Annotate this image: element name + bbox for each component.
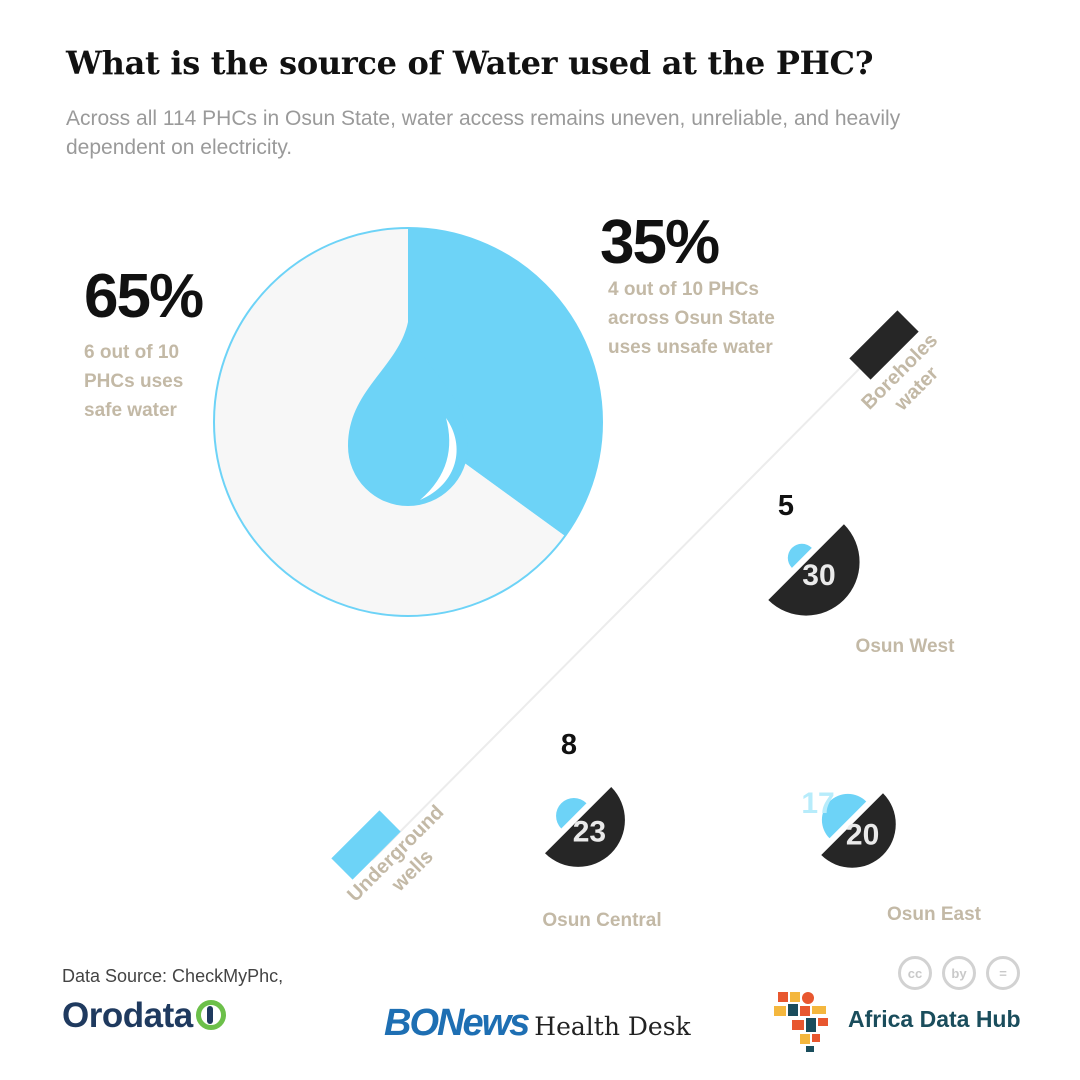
africa-data-hub-text: Africa Data Hub xyxy=(848,1006,1021,1032)
zone-pies: 30 5 Osun West 23 8 Osun Central 20 17 Osun East xyxy=(542,490,981,931)
zone-wells-value: 5 xyxy=(778,490,794,522)
zone-wells-half xyxy=(821,793,867,839)
zone-pie-osun-east: 20 17 Osun East xyxy=(801,787,981,925)
unsafe-percentage: 35% xyxy=(600,208,720,277)
page-subtitle: Across all 114 PHCs in Osun State, water… xyxy=(66,107,901,159)
zone-boreholes-half xyxy=(768,524,860,616)
bonews-logo-text: BONews xyxy=(384,1002,530,1044)
orodata-logo-text: Orodata xyxy=(62,996,193,1035)
zone-wells-half xyxy=(787,543,812,568)
data-source: Data Source: CheckMyPhc, xyxy=(62,966,284,986)
zone-wells-value: 8 xyxy=(561,729,577,761)
safe-percentage: 65% xyxy=(84,262,204,331)
pie-slice-unsafe-water xyxy=(408,228,602,537)
legend-swatch-wells xyxy=(331,810,401,880)
zone-pie-osun-central: 23 8 Osun Central xyxy=(542,729,661,931)
zone-wells-value: 17 xyxy=(801,787,834,820)
zone-label: Osun West xyxy=(856,636,956,657)
health-desk-text: Health Desk xyxy=(534,1012,691,1041)
connector-line xyxy=(371,349,879,861)
orodata-logo: Orodata xyxy=(62,996,226,1036)
orodata-logo-mark xyxy=(195,1000,226,1030)
zone-pie-osun-west: 30 5 Osun West xyxy=(768,490,955,657)
zone-boreholes-value: 20 xyxy=(846,819,879,852)
zone-label: Osun East xyxy=(887,904,982,925)
license-icons: cc by = xyxy=(898,956,1020,990)
zone-boreholes-value: 23 xyxy=(573,815,606,848)
legend-swatch-boreholes xyxy=(849,310,919,380)
water-drop-icon xyxy=(348,322,468,506)
creative-commons-icon: cc xyxy=(898,956,932,990)
attribution-icon: by xyxy=(942,956,976,990)
zone-wells-half xyxy=(556,798,587,829)
zone-boreholes-half xyxy=(545,787,625,867)
safe-note: 6 out of 10 PHCs uses safe water xyxy=(84,342,184,421)
zone-boreholes-value: 30 xyxy=(802,559,835,592)
zone-boreholes-half xyxy=(821,793,896,868)
zone-label: Osun Central xyxy=(542,910,661,931)
bonews-logo: BONews Health Desk xyxy=(384,1002,691,1045)
unsafe-note: 4 out of 10 PHCs across Osun State uses … xyxy=(608,279,775,358)
main-pie-outline xyxy=(213,227,603,617)
no-derivatives-icon: = xyxy=(986,956,1020,990)
africa-data-hub-logo-icon xyxy=(774,992,828,1052)
page-title: What is the source of Water used at the … xyxy=(66,44,874,82)
